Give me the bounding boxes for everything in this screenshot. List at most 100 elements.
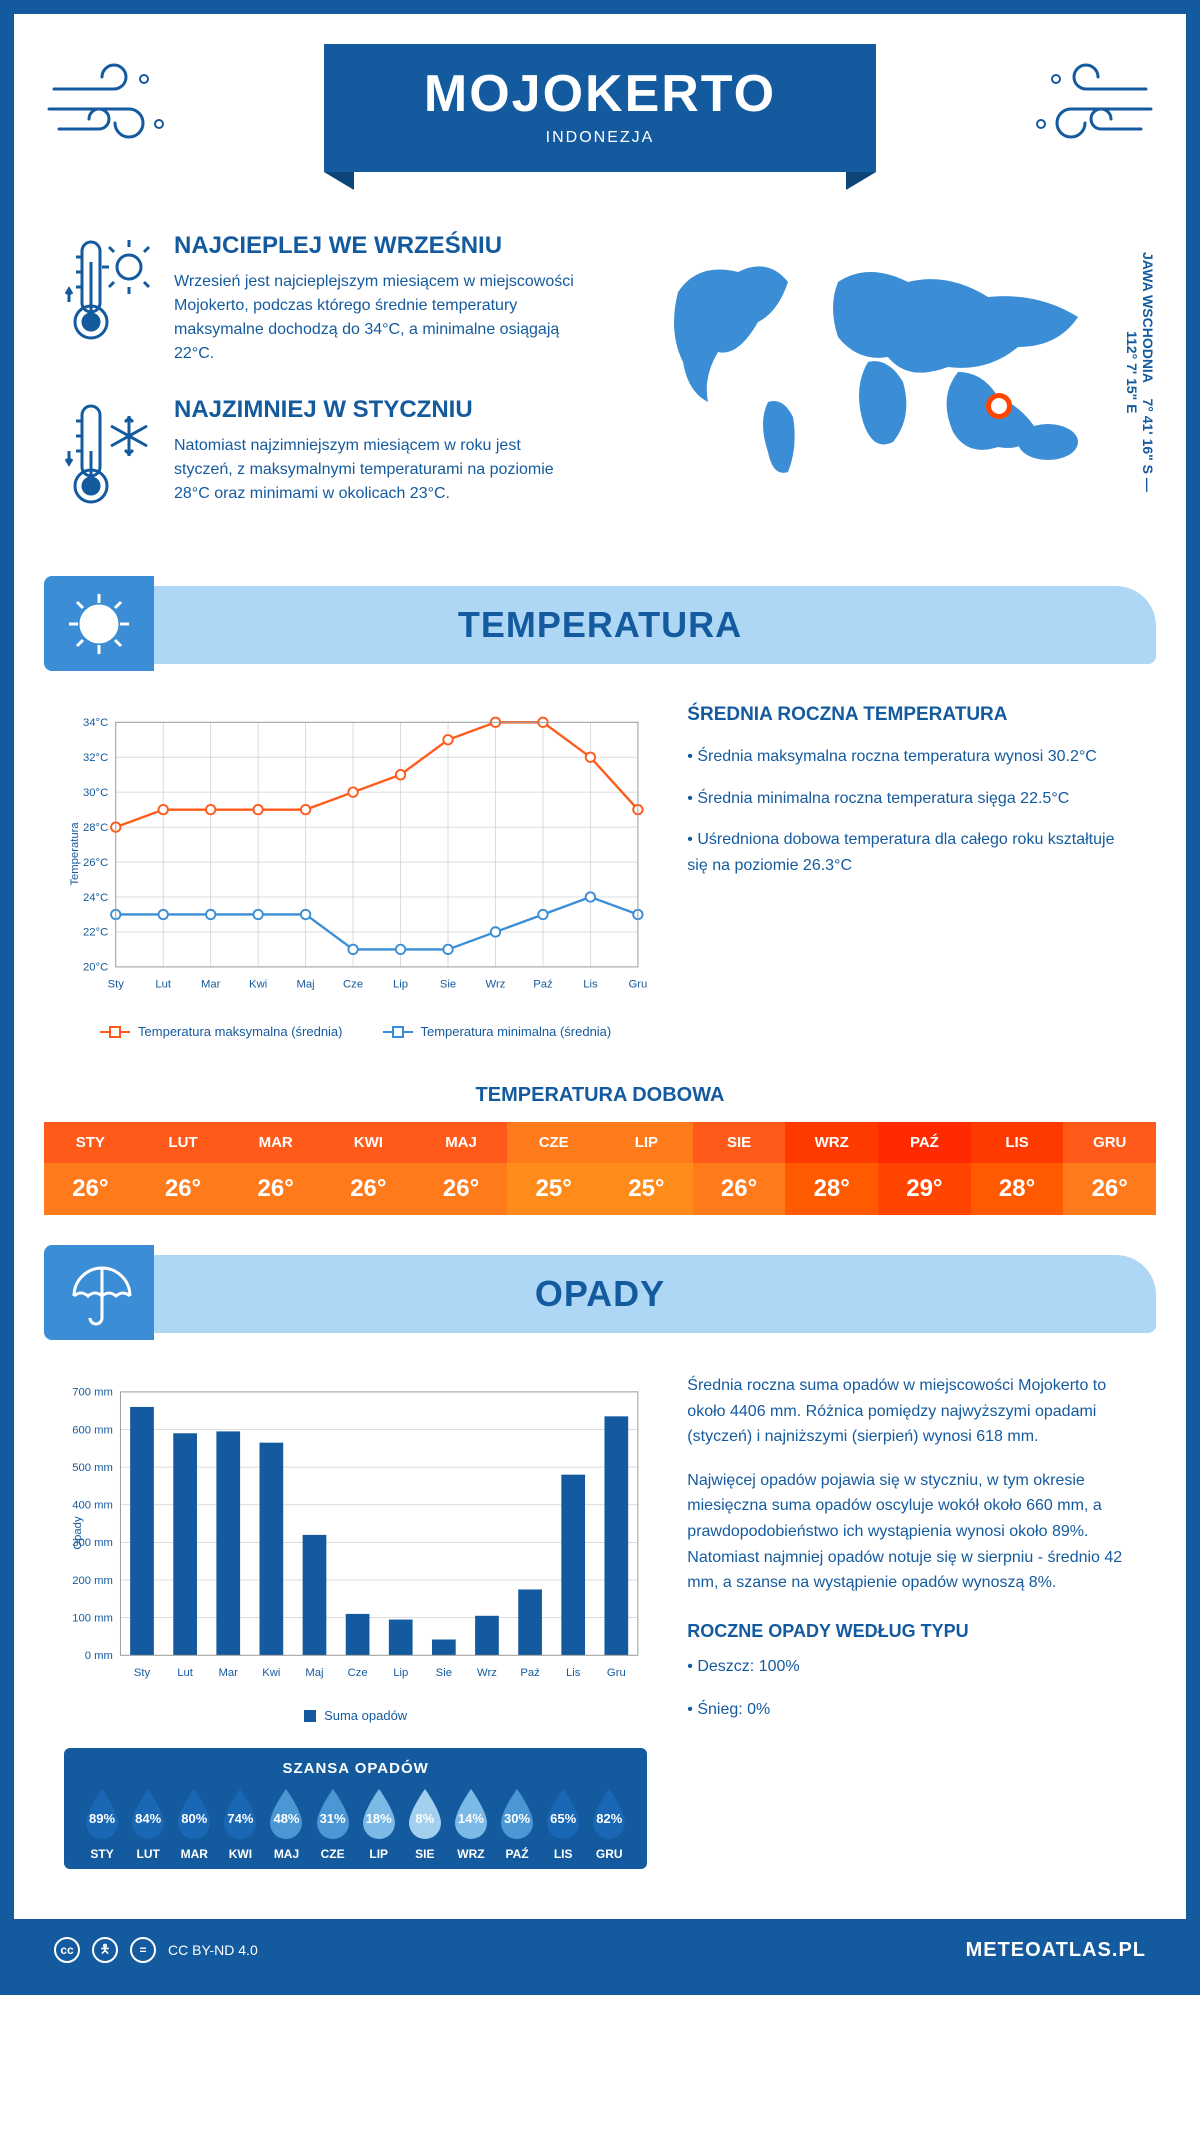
chance-drop: 89%STY (79, 1787, 125, 1861)
svg-text:Wrz: Wrz (477, 1667, 497, 1679)
coldest-title: NAJZIMNIEJ W STYCZNIU (174, 396, 580, 424)
svg-text:Sie: Sie (436, 1667, 452, 1679)
svg-text:Wrz: Wrz (486, 979, 506, 991)
svg-text:Sty: Sty (134, 1667, 151, 1679)
chance-drop: 31%CZE (310, 1787, 356, 1861)
table-header: CZE (507, 1122, 600, 1163)
svg-text:Lis: Lis (583, 979, 598, 991)
svg-text:30°C: 30°C (83, 787, 108, 799)
by-icon: 🯅 (92, 1937, 118, 1963)
svg-text:0 mm: 0 mm (85, 1650, 113, 1662)
svg-text:24°C: 24°C (83, 892, 108, 904)
chance-drop: 18%LIP (356, 1787, 402, 1861)
svg-text:Opady: Opady (72, 1516, 84, 1550)
svg-text:Mar: Mar (219, 1667, 239, 1679)
table-header: PAŹ (878, 1122, 971, 1163)
wind-icon-left (44, 59, 184, 149)
svg-text:Kwi: Kwi (262, 1667, 280, 1679)
coordinates: JAWA WSCHODNIA 7° 41' 16" S — 112° 7' 15… (1124, 252, 1156, 492)
temp-chart-legend: .legend-item:nth-child(1) .legend-swatch… (64, 1024, 647, 1039)
svg-text:200 mm: 200 mm (72, 1575, 113, 1587)
section-title-precip: OPADY (44, 1273, 1156, 1315)
table-cell: 25° (600, 1163, 693, 1215)
title-banner: MOJOKERTO INDONEZJA (324, 44, 876, 172)
table-header: MAR (229, 1122, 322, 1163)
table-header: LUT (137, 1122, 230, 1163)
svg-text:500 mm: 500 mm (72, 1462, 113, 1474)
section-precipitation: OPADY (44, 1255, 1156, 1333)
table-cell: 26° (415, 1163, 508, 1215)
svg-text:Lip: Lip (393, 1667, 408, 1679)
svg-text:Gru: Gru (628, 979, 647, 991)
table-cell: 26° (44, 1163, 137, 1215)
precip-type-title: ROCZNE OPADY WEDŁUG TYPU (687, 1621, 1136, 1642)
world-map (620, 232, 1136, 492)
chance-drop: 80%MAR (171, 1787, 217, 1861)
precipitation-chart: 0 mm100 mm200 mm300 mm400 mm500 mm600 mm… (64, 1373, 647, 1723)
header: MOJOKERTO INDONEZJA (14, 14, 1186, 212)
precip-chance-panel: SZANSA OPADÓW 89%STY84%LUT80%MAR74%KWI48… (64, 1748, 647, 1869)
warmest-title: NAJCIEPLEJ WE WRZEŚNIU (174, 232, 580, 260)
svg-text:400 mm: 400 mm (72, 1500, 113, 1512)
svg-text:Mar: Mar (201, 979, 221, 991)
svg-text:600 mm: 600 mm (72, 1424, 113, 1436)
chance-drop: 14%WRZ (448, 1787, 494, 1861)
thermometer-snow-icon (64, 396, 154, 516)
svg-text:100 mm: 100 mm (72, 1612, 113, 1624)
svg-text:28°C: 28°C (83, 822, 108, 834)
svg-text:Sie: Sie (440, 979, 456, 991)
svg-text:Paź: Paź (520, 1667, 540, 1679)
table-cell: 28° (785, 1163, 878, 1215)
svg-text:34°C: 34°C (83, 717, 108, 729)
table-header: MAJ (415, 1122, 508, 1163)
svg-text:20°C: 20°C (83, 962, 108, 974)
table-header: LIS (971, 1122, 1064, 1163)
chance-drop: 74%KWI (217, 1787, 263, 1861)
table-cell: 26° (322, 1163, 415, 1215)
city-name: MOJOKERTO (424, 64, 776, 124)
table-cell: 26° (137, 1163, 230, 1215)
svg-text:Maj: Maj (297, 979, 315, 991)
svg-text:700 mm: 700 mm (72, 1387, 113, 1399)
chance-drop: 30%PAŹ (494, 1787, 540, 1861)
chance-drop: 8%SIE (402, 1787, 448, 1861)
svg-text:Kwi: Kwi (249, 979, 267, 991)
table-cell: 29° (878, 1163, 971, 1215)
chance-drop: 48%MAJ (263, 1787, 309, 1861)
daily-temp-table: STYLUTMARKWIMAJCZELIPSIEWRZPAŹLISGRU 26°… (44, 1122, 1156, 1215)
coldest-block: NAJZIMNIEJ W STYCZNIU Natomiast najzimni… (64, 396, 580, 516)
wind-icon-right (1016, 59, 1156, 149)
svg-text:Lis: Lis (566, 1667, 581, 1679)
table-header: SIE (693, 1122, 786, 1163)
table-header: STY (44, 1122, 137, 1163)
country-name: INDONEZJA (424, 129, 776, 147)
chance-drop: 82%GRU (586, 1787, 632, 1861)
temp-info-title: ŚREDNIA ROCZNA TEMPERATURA (687, 704, 1136, 726)
table-header: LIP (600, 1122, 693, 1163)
sun-icon (44, 576, 154, 671)
table-cell: 26° (229, 1163, 322, 1215)
svg-text:Cze: Cze (343, 979, 363, 991)
footer: cc 🯅 = CC BY-ND 4.0 METEOATLAS.PL (14, 1919, 1186, 1981)
table-header: WRZ (785, 1122, 878, 1163)
table-cell: 26° (693, 1163, 786, 1215)
temperature-chart: 20°C22°C24°C26°C28°C30°C32°C34°CStyLutMa… (64, 704, 647, 1039)
svg-text:32°C: 32°C (83, 752, 108, 764)
chance-drop: 84%LUT (125, 1787, 171, 1861)
table-cell: 28° (971, 1163, 1064, 1215)
svg-text:Sty: Sty (108, 979, 125, 991)
table-header: KWI (322, 1122, 415, 1163)
cc-icon: cc (54, 1937, 80, 1963)
svg-text:26°C: 26°C (83, 857, 108, 869)
daily-temp-title: TEMPERATURA DOBOWA (14, 1084, 1186, 1107)
svg-text:Lip: Lip (393, 979, 408, 991)
thermometer-sun-icon (64, 232, 154, 352)
svg-text:Temperatura: Temperatura (69, 822, 81, 886)
svg-text:Lut: Lut (155, 979, 172, 991)
svg-text:Gru: Gru (607, 1667, 626, 1679)
temp-info: ŚREDNIA ROCZNA TEMPERATURA • Średnia mak… (687, 704, 1136, 1039)
warmest-block: NAJCIEPLEJ WE WRZEŚNIU Wrzesień jest naj… (64, 232, 580, 366)
chance-drop: 65%LIS (540, 1787, 586, 1861)
umbrella-icon (44, 1245, 154, 1340)
section-temperature: TEMPERATURA (44, 586, 1156, 664)
